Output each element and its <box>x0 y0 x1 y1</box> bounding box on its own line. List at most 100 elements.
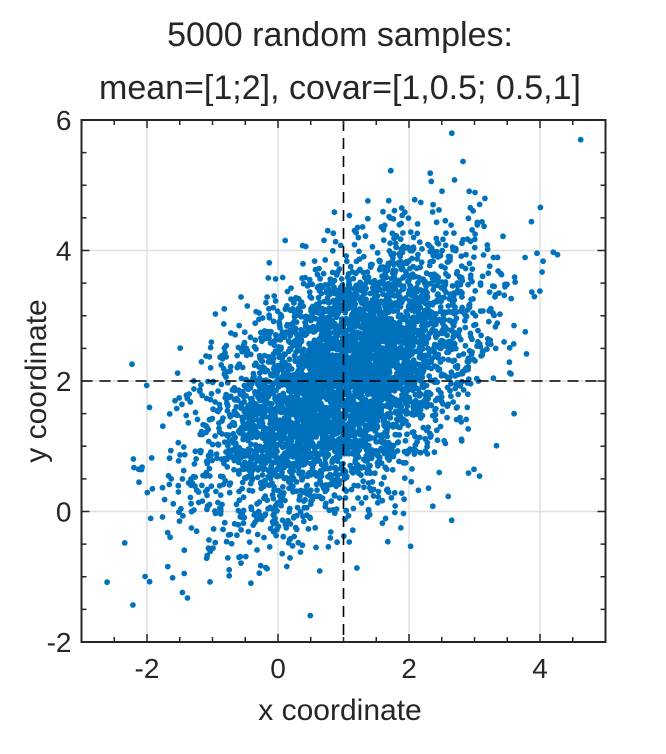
data-point <box>331 492 338 498</box>
scatter-points <box>104 130 584 619</box>
data-point <box>407 229 414 236</box>
data-point <box>184 595 191 601</box>
data-point <box>236 322 243 329</box>
data-point <box>356 248 362 255</box>
data-point <box>385 197 392 204</box>
data-point <box>531 293 538 300</box>
data-point <box>464 358 471 365</box>
data-point <box>539 269 545 275</box>
data-point <box>191 386 197 392</box>
data-point <box>511 322 517 329</box>
data-point <box>393 364 400 371</box>
data-point <box>260 368 267 374</box>
data-point <box>330 345 337 351</box>
data-point <box>256 394 263 401</box>
data-point <box>416 239 423 246</box>
data-point <box>450 334 456 341</box>
data-point <box>312 524 319 531</box>
data-point <box>336 413 343 420</box>
data-point <box>307 343 314 350</box>
data-point <box>148 455 155 461</box>
data-point <box>444 374 451 381</box>
data-point <box>291 443 298 450</box>
data-point <box>223 400 230 406</box>
data-point <box>301 352 308 359</box>
data-point <box>469 266 476 272</box>
data-point <box>445 303 452 309</box>
data-point <box>357 428 364 435</box>
data-point <box>404 431 410 438</box>
data-point <box>316 568 323 574</box>
data-point <box>469 278 475 285</box>
data-point <box>477 282 484 288</box>
data-point <box>287 555 293 561</box>
data-point <box>223 431 230 438</box>
data-point <box>355 234 362 241</box>
data-point <box>471 254 477 260</box>
data-point <box>425 424 431 431</box>
data-point <box>338 329 345 335</box>
data-point <box>287 333 293 339</box>
data-point <box>321 393 328 399</box>
data-point <box>439 371 445 378</box>
data-point <box>342 348 349 355</box>
data-point <box>314 487 320 493</box>
data-point <box>418 259 425 266</box>
data-point <box>328 399 335 406</box>
data-point <box>336 287 342 293</box>
data-point <box>288 321 295 328</box>
data-point <box>397 364 404 371</box>
data-point <box>231 384 238 391</box>
data-point <box>362 233 369 240</box>
data-point <box>421 352 428 359</box>
data-point <box>457 336 464 343</box>
data-point <box>384 454 391 461</box>
data-point <box>177 452 183 458</box>
data-point <box>375 389 381 396</box>
data-point <box>540 258 546 265</box>
data-point <box>419 341 426 348</box>
data-point <box>187 494 194 501</box>
data-point <box>397 424 403 431</box>
data-point <box>487 305 494 312</box>
data-point <box>130 456 137 462</box>
data-point <box>508 371 514 377</box>
data-point <box>161 496 168 503</box>
data-point <box>203 429 210 436</box>
data-point <box>311 258 318 264</box>
data-point <box>236 430 243 436</box>
data-point <box>308 378 315 385</box>
data-point <box>363 285 369 292</box>
data-point <box>528 289 535 295</box>
data-point <box>407 543 414 550</box>
data-point <box>480 252 487 258</box>
data-point <box>413 338 419 345</box>
data-point <box>240 494 247 501</box>
data-point <box>429 412 436 419</box>
data-point <box>472 312 479 319</box>
data-point <box>402 384 409 391</box>
data-point <box>308 403 315 409</box>
data-point <box>436 469 443 476</box>
data-point <box>366 406 372 412</box>
data-point <box>491 312 497 319</box>
data-point <box>223 538 230 545</box>
data-point <box>179 401 185 408</box>
data-point <box>275 523 282 530</box>
data-point <box>302 243 309 250</box>
data-point <box>435 278 442 285</box>
data-point <box>336 266 343 272</box>
data-point <box>460 351 467 357</box>
data-point <box>365 340 371 346</box>
data-point <box>334 295 341 302</box>
data-point <box>492 323 499 330</box>
data-point <box>205 545 212 552</box>
data-point <box>331 418 337 425</box>
data-point <box>332 362 338 368</box>
data-point <box>285 338 292 344</box>
data-point <box>164 529 171 536</box>
data-point <box>419 322 425 329</box>
data-point <box>490 254 497 261</box>
data-point <box>311 304 317 311</box>
data-point <box>207 579 213 585</box>
